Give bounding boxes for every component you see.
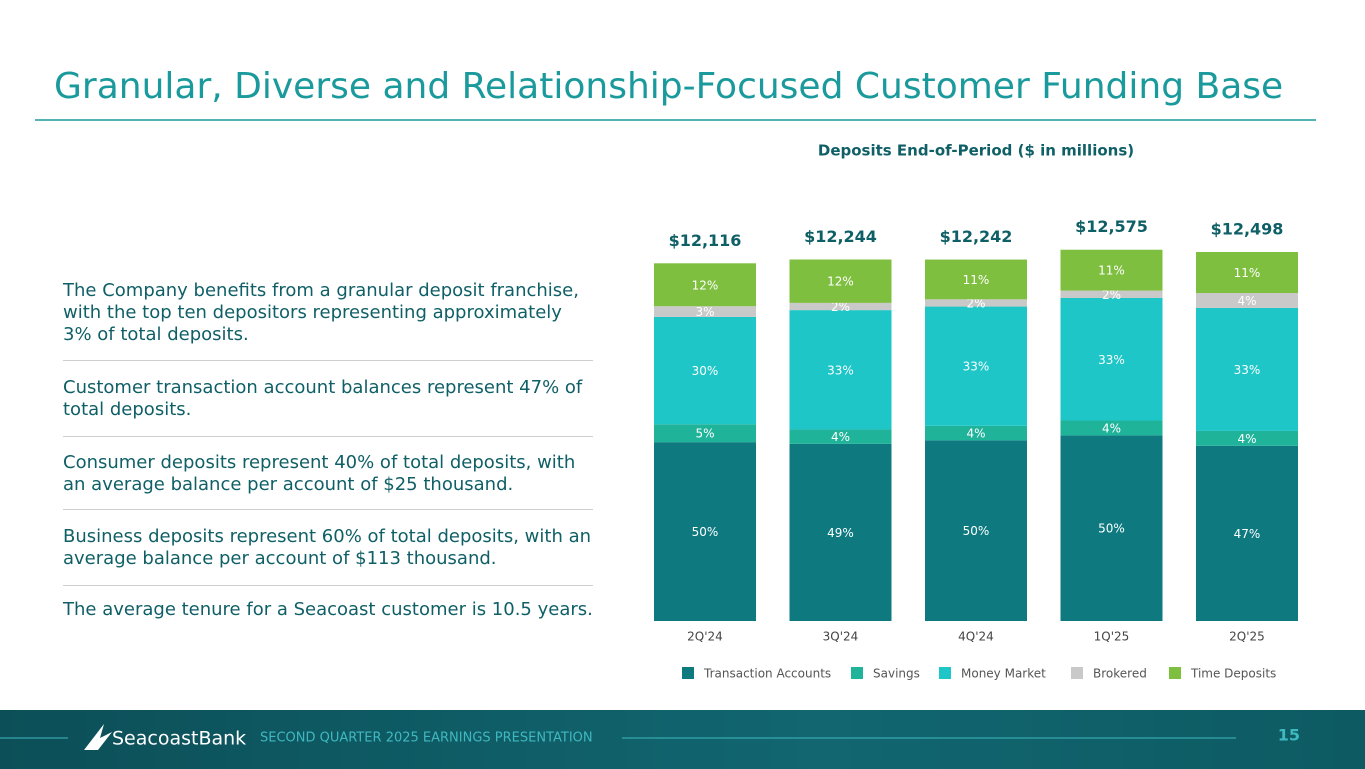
legend-swatch bbox=[851, 667, 863, 679]
data-label: 4% bbox=[831, 430, 850, 444]
bar-segment bbox=[1196, 430, 1298, 446]
bar-segment bbox=[925, 306, 1027, 426]
bar-segment bbox=[789, 259, 892, 303]
bar-segment bbox=[1060, 290, 1163, 299]
total-label: $12,242 bbox=[940, 227, 1013, 246]
bar-segment bbox=[925, 259, 1027, 300]
bar-segment bbox=[925, 440, 1027, 621]
data-label: 11% bbox=[1098, 264, 1125, 278]
logo-mark bbox=[84, 724, 112, 750]
bar-segment bbox=[1196, 445, 1298, 621]
bar-segment bbox=[1196, 293, 1298, 308]
bar-segment bbox=[1196, 307, 1298, 431]
data-label: 4% bbox=[966, 427, 985, 441]
bar-segment bbox=[789, 429, 892, 444]
bullet: Business deposits represent 60% of total… bbox=[63, 526, 592, 569]
legend-swatch bbox=[1169, 667, 1181, 679]
legend-label: Savings bbox=[873, 667, 920, 681]
bullet: Consumer deposits represent 40% of total… bbox=[63, 452, 576, 495]
total-label: $12,498 bbox=[1211, 220, 1284, 239]
bar-segment bbox=[654, 306, 756, 317]
x-tick-label: 2Q'25 bbox=[1229, 630, 1265, 644]
legend-swatch bbox=[1071, 667, 1083, 679]
data-label: 4% bbox=[1237, 432, 1256, 446]
x-tick-label: 4Q'24 bbox=[958, 630, 994, 644]
data-label: 2% bbox=[966, 296, 985, 310]
data-label: 47% bbox=[1234, 527, 1261, 541]
chart: 50% 5% 30% 3% 12% $12,116 2Q'24 49% 4% 33% 2% 12% $1… bbox=[654, 217, 1298, 681]
legend-label: Time Deposits bbox=[1190, 667, 1276, 681]
bar-segment bbox=[654, 316, 756, 425]
data-label: 3% bbox=[695, 305, 714, 319]
data-label: 11% bbox=[963, 273, 990, 287]
data-label: 11% bbox=[1234, 266, 1261, 280]
data-label: 33% bbox=[1234, 363, 1261, 377]
bar-segment bbox=[789, 443, 892, 621]
bar-segment bbox=[789, 310, 892, 430]
x-tick-label: 2Q'24 bbox=[687, 630, 723, 644]
data-label: 33% bbox=[963, 360, 990, 374]
total-label: $12,244 bbox=[804, 227, 877, 246]
bar-segment bbox=[654, 424, 756, 443]
bar-segment bbox=[1060, 249, 1163, 291]
data-label: 33% bbox=[827, 363, 854, 377]
bullet: Customer transaction account balances re… bbox=[63, 377, 583, 420]
legend-label: Brokered bbox=[1093, 667, 1147, 681]
bar-segment bbox=[1060, 435, 1163, 621]
logo: SeacoastBank bbox=[112, 728, 246, 750]
separator bbox=[63, 509, 593, 510]
data-label: 4% bbox=[1102, 421, 1121, 435]
bar-segment bbox=[789, 302, 892, 311]
legend-swatch bbox=[682, 667, 694, 679]
data-label: 2% bbox=[831, 300, 850, 314]
footer: SeacoastBank SECOND QUARTER 2025 EARNING… bbox=[0, 710, 1365, 769]
x-tick-label: 3Q'24 bbox=[823, 630, 859, 644]
footer-text: SECOND QUARTER 2025 EARNINGS PRESENTATIO… bbox=[260, 731, 593, 746]
bar-segment bbox=[925, 299, 1027, 307]
page-number: 15 bbox=[1278, 726, 1300, 745]
data-label: 2% bbox=[1102, 288, 1121, 302]
bar-segment bbox=[925, 425, 1027, 441]
total-label: $12,116 bbox=[669, 231, 742, 250]
separator bbox=[63, 360, 593, 361]
bar-segment bbox=[1196, 252, 1298, 294]
bullet: The Company benefits from a granular dep… bbox=[63, 280, 579, 345]
data-label: 5% bbox=[695, 427, 714, 441]
data-label: 50% bbox=[1098, 522, 1125, 536]
data-label: 33% bbox=[1098, 353, 1125, 367]
x-tick-label: 1Q'25 bbox=[1094, 630, 1130, 644]
bar-segment bbox=[1060, 420, 1163, 436]
legend-label: Transaction Accounts bbox=[703, 667, 831, 681]
separator bbox=[63, 436, 593, 437]
legend-label: Money Market bbox=[961, 667, 1046, 681]
data-label: 50% bbox=[963, 524, 990, 538]
total-label: $12,575 bbox=[1075, 217, 1148, 236]
legend-swatch bbox=[939, 667, 951, 679]
bar-segment bbox=[654, 442, 756, 621]
data-label: 12% bbox=[827, 275, 854, 289]
footer-graphic: SeacoastBank SECOND QUARTER 2025 EARNING… bbox=[0, 724, 1300, 750]
data-label: 30% bbox=[692, 364, 719, 378]
data-label: 12% bbox=[692, 278, 719, 292]
slide-title: Granular, Diverse and Relationship-Focus… bbox=[54, 66, 1283, 107]
chart-title: Deposits End-of-Period ($ in millions) bbox=[818, 142, 1134, 160]
bar-segment bbox=[1060, 298, 1163, 421]
data-label: 50% bbox=[692, 525, 719, 539]
bullet: The average tenure for a Seacoast custom… bbox=[63, 599, 593, 620]
separator bbox=[63, 585, 593, 586]
data-label: 49% bbox=[827, 526, 854, 540]
data-label: 4% bbox=[1237, 294, 1256, 308]
bar-segment bbox=[654, 263, 756, 307]
